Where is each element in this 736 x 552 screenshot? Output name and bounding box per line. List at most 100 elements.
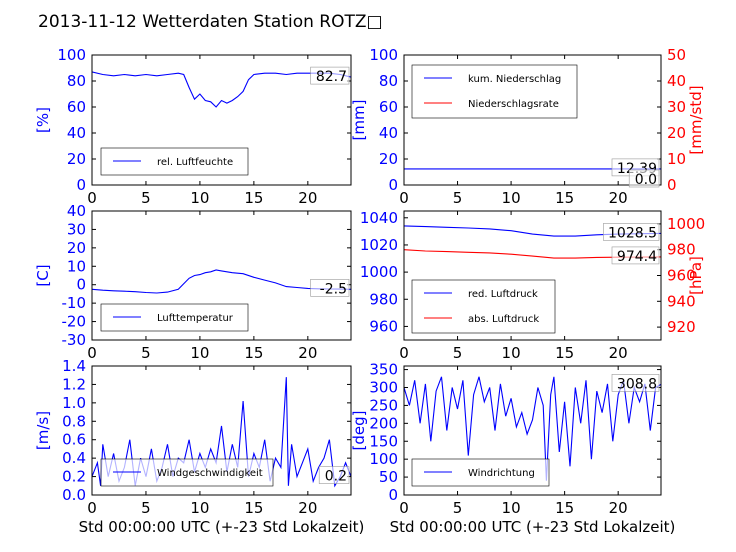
temperature-xtick-label: 15: [244, 344, 263, 362]
wind-speed-xtick-label: 20: [298, 499, 317, 517]
humidity-legend: [100, 147, 249, 176]
wind-speed-series-0-line: [92, 377, 351, 488]
precipitation-xtick-label: 5: [453, 189, 463, 207]
precipitation-y2tick-label: 0: [667, 176, 677, 194]
pressure-y2label: [hPa]: [687, 256, 705, 295]
wind-speed-ytick-label: 1.2: [62, 375, 86, 393]
precipitation-ytick-label: 20: [379, 150, 398, 168]
wind-speed-xtick-label: 5: [141, 499, 151, 517]
pressure-last-value-box: [611, 246, 660, 265]
temperature-ytick-label: 40: [67, 202, 86, 220]
pressure-legend-label: abs. Luftdruck: [468, 314, 539, 325]
wind-speed-ytick-label: 1.4: [62, 357, 86, 375]
humidity-ytick-label: 0: [76, 176, 86, 194]
wind-speed-ytick-label: 0.2: [62, 468, 86, 486]
humidity-xtick-label: 0: [87, 189, 97, 207]
humidity-xtick-label: 5: [141, 189, 151, 207]
humidity-last-value-box: [310, 66, 350, 85]
temperature-legend-label: Lufttemperatur: [157, 313, 234, 324]
pressure-y2tick-label: 960: [667, 267, 696, 285]
pressure-last-value: 1028.5: [608, 225, 657, 241]
wind-speed-ytick-label: 1.0: [62, 394, 86, 412]
precipitation-y2tick-label: 10: [667, 150, 686, 168]
wind-speed-last-value: 0.2: [325, 469, 347, 485]
precipitation-y2label: [mm/std]: [687, 85, 705, 154]
precipitation-ylabel: [mm]: [350, 100, 368, 141]
wind-direction-frame: [403, 365, 662, 496]
pressure-last-value: 974.4: [617, 249, 657, 265]
wind-speed-ytick-label: 0.6: [62, 431, 86, 449]
precipitation-xtick-label: 10: [502, 189, 521, 207]
humidity-frame: [91, 54, 352, 186]
wind-direction-ytick-label: 250: [369, 396, 398, 414]
pressure-xtick-label: 0: [399, 344, 409, 362]
precipitation-frame: [403, 54, 662, 186]
wind-direction-xtick-label: 0: [399, 499, 409, 517]
wind-direction-xtick-label: 15: [555, 499, 574, 517]
wind-speed-xlabel: Std 00:00:00 UTC (+-23 Std Lokalzeit): [79, 518, 365, 536]
wind-speed-ytick-label: 0.8: [62, 412, 86, 430]
pressure-legend: [411, 279, 556, 334]
wind-direction-xtick-label: 5: [453, 499, 463, 517]
precipitation-ytick-label: 60: [379, 98, 398, 116]
pressure-ytick-label: 960: [369, 317, 398, 335]
precipitation-y2tick-label: 40: [667, 72, 686, 90]
humidity-series-0-line: [92, 71, 351, 108]
pressure-xtick-label: 10: [502, 344, 521, 362]
temperature-ytick-label: -10: [62, 294, 87, 312]
precipitation-legend: [411, 64, 578, 119]
precipitation-ytick-label: 100: [369, 46, 398, 64]
wind-speed-panel: 0 5 10 15 200.00.20.40.60.81.01.21.4[m/s]Std…: [34, 357, 364, 536]
wind-direction-ytick-label: 50: [379, 468, 398, 486]
wind-speed-xtick-label: 15: [244, 499, 263, 517]
precipitation-y2tick-label: 30: [667, 98, 686, 116]
pressure-ytick-label: 1020: [360, 236, 398, 254]
precipitation-ytick-label: 40: [379, 124, 398, 142]
wind-direction-xlabel: Std 00:00:00 UTC (+-23 Std Lokalzeit): [390, 518, 676, 536]
wind-direction-ylabel: [deg]: [350, 411, 368, 451]
temperature-ytick-label: 20: [67, 239, 86, 257]
humidity-ytick-label: 80: [67, 72, 86, 90]
humidity-ytick-label: 100: [57, 46, 86, 64]
humidity-ytick-label: 20: [67, 150, 86, 168]
temperature-last-value: -2.5: [320, 281, 347, 297]
wind-direction-ytick-label: 300: [369, 379, 398, 397]
precipitation-ytick-label: 0: [388, 176, 398, 194]
wind-direction-xtick-label: 10: [502, 499, 521, 517]
humidity-ylabel: [%]: [34, 107, 52, 133]
temperature-xtick-label: 0: [87, 344, 97, 362]
wind-direction-xtick-label: 20: [609, 499, 628, 517]
pressure-ytick-label: 1000: [360, 263, 398, 281]
temperature-ytick-label: -20: [62, 313, 87, 331]
temperature-xtick-label: 5: [141, 344, 151, 362]
wind-speed-last-value-box: [318, 466, 350, 484]
temperature-series-0-line: [92, 269, 351, 294]
wind-direction-ytick-label: 150: [369, 432, 398, 450]
precipitation-y2tick-label: 20: [667, 124, 686, 142]
temperature-last-value-box: [310, 279, 350, 297]
humidity-ytick-label: 40: [67, 124, 86, 142]
pressure-y2tick-label: 1000: [667, 215, 705, 233]
wind-speed-xtick-label: 0: [87, 499, 97, 517]
pressure-xtick-label: 5: [453, 344, 463, 362]
pressure-last-value-box: [603, 223, 660, 241]
humidity-ytick-label: 60: [67, 98, 86, 116]
page-title: 2013-11-12 Wetterdaten Station ROTZ□: [38, 12, 383, 32]
wind-direction-last-value: 308.8: [617, 376, 657, 392]
precipitation-panel: 0 5 10 15 20 0 20 40 60 80 100 0 10 20 30 40 50 [mm] [mm/s…: [350, 46, 705, 207]
humidity-last-value: 82.7: [316, 69, 347, 85]
pressure-y2tick-label: 920: [667, 318, 696, 336]
temperature-ylabel: [C]: [34, 264, 52, 286]
wind-speed-ytick-label: 0.0: [62, 486, 86, 504]
wind-direction-ytick-label: 0: [388, 486, 398, 504]
temperature-frame: [91, 210, 352, 341]
temperature-ytick-label: 0: [76, 276, 86, 294]
temperature-ytick-label: 30: [67, 220, 86, 238]
pressure-xtick-label: 15: [555, 344, 574, 362]
wind-speed-legend-label: Windgeschwindigkeit: [157, 468, 263, 479]
temperature-ytick-label: -30: [62, 331, 87, 349]
precipitation-legend-label: Niederschlagsrate: [468, 99, 559, 110]
pressure-panel: 0 5 10 15 20 960 980 1000 1020 1040 920 940 960 980 10…: [360, 209, 705, 362]
